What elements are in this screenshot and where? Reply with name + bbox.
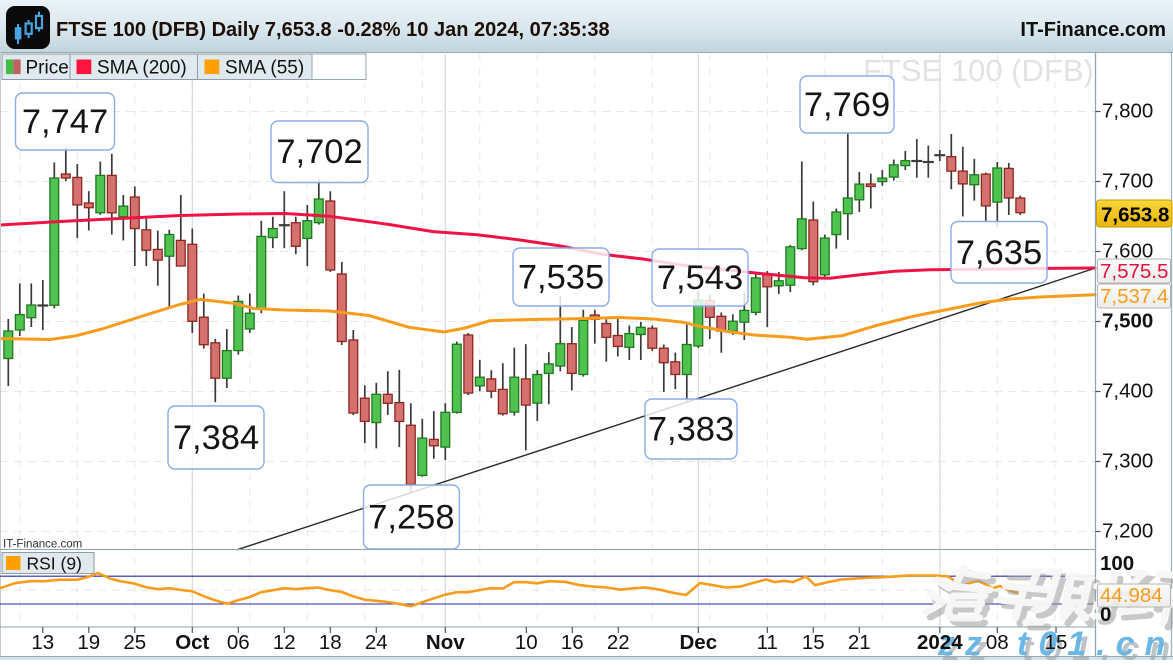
svg-text:100: 100	[1100, 552, 1134, 575]
svg-text:15: 15	[1045, 631, 1068, 654]
svg-text:15: 15	[802, 631, 825, 654]
svg-text:zz: zz	[937, 625, 992, 660]
svg-text:7,653.8: 7,653.8	[1101, 204, 1169, 227]
svg-text:7,635: 7,635	[956, 234, 1042, 272]
svg-text:25: 25	[123, 631, 146, 654]
svg-text:44.984: 44.984	[1100, 584, 1163, 607]
svg-text:7,537.4: 7,537.4	[1100, 285, 1168, 308]
svg-text:24: 24	[365, 631, 388, 654]
svg-text:7,500: 7,500	[1102, 310, 1153, 333]
svg-text:10: 10	[515, 631, 538, 654]
svg-text:06: 06	[227, 631, 250, 654]
svg-text:7,575.5: 7,575.5	[1100, 260, 1168, 283]
svg-text:11: 11	[757, 631, 778, 654]
svg-text:12: 12	[273, 631, 296, 654]
svg-text:08: 08	[986, 631, 1009, 654]
svg-text:7,535: 7,535	[518, 259, 604, 297]
svg-text:7,800: 7,800	[1102, 100, 1153, 123]
svg-text:7,747: 7,747	[22, 103, 108, 141]
svg-text:zz: zz	[942, 630, 997, 660]
svg-text:13: 13	[31, 631, 54, 654]
svg-text:FTSE 100 (DFB): FTSE 100 (DFB)	[863, 53, 1094, 88]
svg-text:SMA (55): SMA (55)	[225, 58, 304, 79]
svg-text:t01.cn: t01.cn	[1017, 625, 1173, 660]
svg-text:7,300: 7,300	[1102, 450, 1153, 473]
svg-text:7,258: 7,258	[368, 499, 454, 537]
svg-text:7,600: 7,600	[1102, 240, 1153, 263]
svg-text:7,700: 7,700	[1102, 170, 1153, 193]
svg-text:Dec: Dec	[679, 631, 717, 654]
svg-text:21: 21	[848, 631, 871, 654]
svg-text:2024: 2024	[917, 631, 963, 654]
svg-text:7,200: 7,200	[1102, 520, 1153, 543]
svg-text:19: 19	[77, 631, 100, 654]
svg-text:16: 16	[561, 631, 584, 654]
svg-text:Oct: Oct	[175, 631, 209, 654]
svg-text:0: 0	[1100, 603, 1111, 626]
svg-text:SMA (200): SMA (200)	[97, 58, 187, 79]
svg-text:7,383: 7,383	[648, 411, 734, 449]
svg-text:7,702: 7,702	[276, 133, 362, 171]
svg-text:7,769: 7,769	[804, 86, 890, 124]
svg-text:22: 22	[607, 631, 630, 654]
svg-text:RSI (9): RSI (9)	[27, 554, 82, 574]
svg-text:Price: Price	[26, 58, 69, 79]
svg-text:7,543: 7,543	[657, 259, 743, 297]
svg-text:Nov: Nov	[426, 631, 465, 654]
svg-text:FTSE 100 (DFB) Daily 7,653.8 -: FTSE 100 (DFB) Daily 7,653.8 -0.28% 10 J…	[56, 19, 610, 41]
svg-text:t01.cn: t01.cn	[1022, 630, 1173, 660]
svg-text:IT-Finance.com: IT-Finance.com	[1020, 19, 1166, 41]
svg-text:18: 18	[319, 631, 342, 654]
svg-text:7,384: 7,384	[173, 419, 259, 457]
svg-text:IT-Finance.com: IT-Finance.com	[3, 539, 82, 551]
svg-text:7,400: 7,400	[1102, 380, 1153, 403]
